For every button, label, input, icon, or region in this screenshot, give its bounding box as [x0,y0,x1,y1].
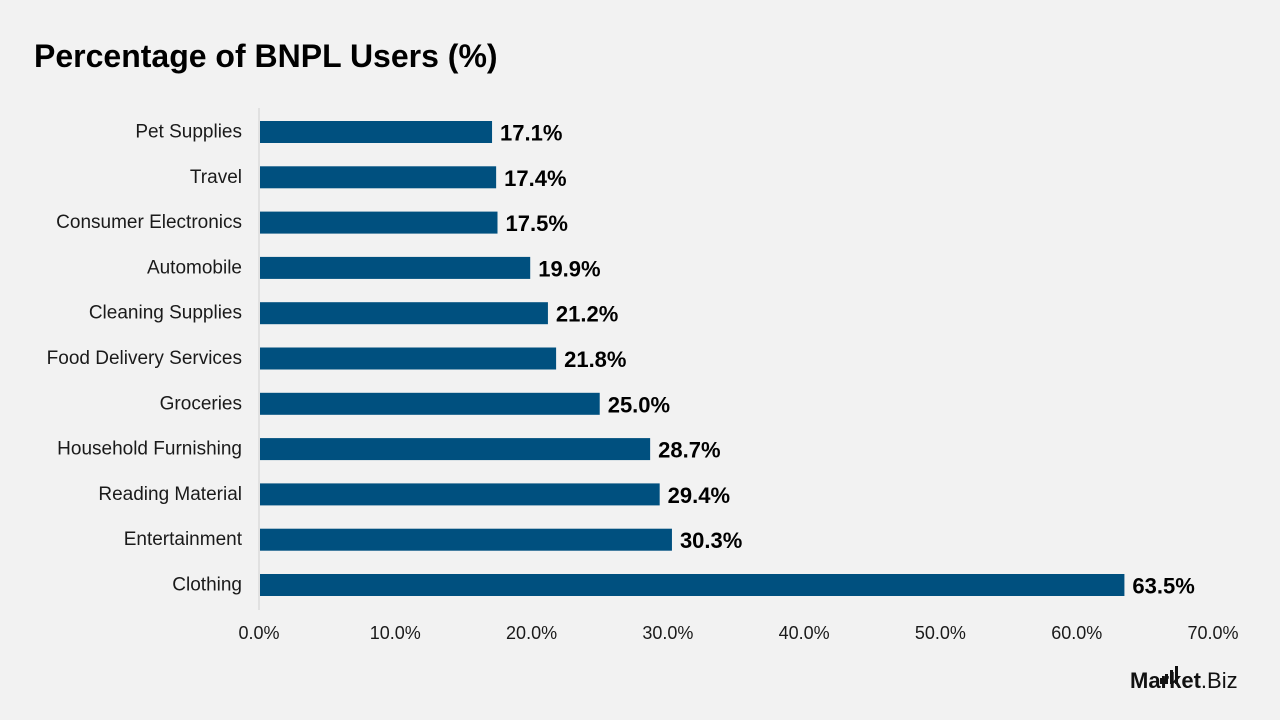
x-tick-label: 10.0% [370,623,421,643]
value-label-entertainment: 30.3% [680,528,742,553]
value-label-automobile: 19.9% [538,256,600,281]
value-label-consumer-electronics: 17.5% [506,211,568,236]
x-tick-label: 20.0% [506,623,557,643]
value-label-cleaning-supplies: 21.2% [556,302,618,327]
x-tick-label: 70.0% [1187,623,1238,643]
category-label-cleaning-supplies: Cleaning Supplies [89,303,242,324]
value-label-reading-material: 29.4% [668,483,730,508]
category-label-food-delivery-services: Food Delivery Services [47,348,242,369]
bar-reading-material [260,483,660,506]
value-label-household-furnishing: 28.7% [658,438,720,463]
category-label-household-furnishing: Household Furnishing [57,439,242,460]
value-label-groceries: 25.0% [608,392,670,417]
brand-name-rest: .Biz [1200,668,1238,693]
brand-logo: Market .Biz [1130,666,1238,694]
value-label-pet-supplies: 17.1% [500,121,562,146]
x-tick-label: 40.0% [779,623,830,643]
bar-automobile [260,256,531,279]
bar-groceries [260,392,600,415]
bar-food-delivery-services [260,347,557,370]
value-label-clothing: 63.5% [1132,574,1194,599]
x-tick-label: 50.0% [915,623,966,643]
bar-entertainment [260,528,672,551]
bars-group [260,121,1125,596]
x-tick-label: 0.0% [238,623,279,643]
bar-household-furnishing [260,438,651,461]
category-label-travel: Travel [190,167,242,188]
bar-travel [260,166,497,189]
bar-clothing [260,574,1125,596]
bar-cleaning-supplies [260,302,548,325]
category-label-automobile: Automobile [147,257,242,278]
category-labels-group: Pet Supplies Travel Consumer Electronics Au… [47,122,243,596]
x-tick-label: 30.0% [642,623,693,643]
value-label-travel: 17.4% [504,166,566,191]
bar-consumer-electronics [260,211,498,234]
category-label-pet-supplies: Pet Supplies [135,122,242,143]
category-label-consumer-electronics: Consumer Electronics [56,212,242,233]
category-label-clothing: Clothing [172,575,242,596]
category-label-groceries: Groceries [160,393,242,414]
bar-chart: Pet Supplies Travel Consumer Electronics Au… [47,108,1239,643]
x-tick-labels-group: 0.0% 10.0% 20.0% 30.0% 40.0% 50.0% 60.0% 70.0% [238,623,1238,643]
bar-pet-supplies [260,121,493,143]
category-label-reading-material: Reading Material [98,484,242,505]
chart-title: Percentage of BNPL Users (%) [34,38,498,74]
value-label-food-delivery-services: 21.8% [564,347,626,372]
value-labels-group: 17.1% 17.4% 17.5% 19.9% 21.2% 21.8% 25.0% 28.7%… [500,121,1195,599]
bar-chart-logo-icon [1160,666,1178,684]
x-tick-label: 60.0% [1051,623,1102,643]
category-label-entertainment: Entertainment [124,529,243,550]
